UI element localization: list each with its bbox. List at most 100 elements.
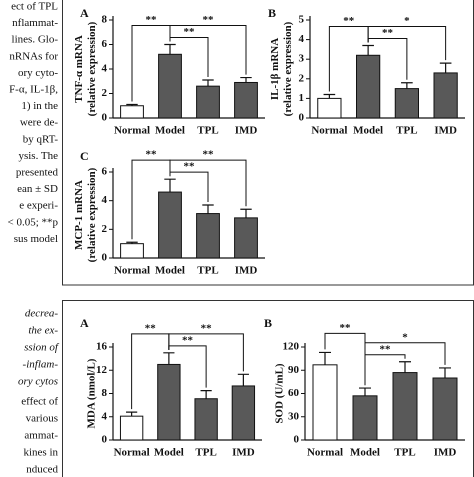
y-tick-label: 0 [102,434,108,446]
bar [317,97,342,119]
error-bar [359,387,371,396]
bar [120,243,144,259]
side-text: -inflam- [23,359,59,371]
bar [392,372,418,441]
y-axis-label: (relative expression) [86,167,98,262]
significance-label: ** [182,334,194,346]
side-text: ammat- [24,430,58,442]
side-text: ysis. The [18,150,58,162]
error-bar [164,178,176,193]
figure-frame [62,0,474,286]
y-tick-label: 4 [102,194,108,206]
error-bar [319,351,331,365]
significance-label: * [404,15,410,27]
bar [196,85,220,119]
x-tick-label: TPL [195,447,216,459]
side-text: 1) in the [21,100,58,112]
x-tick-label: Model [350,447,380,459]
bar [234,81,258,119]
x-tick-label: Model [353,125,383,137]
y-tick-label: 2 [102,87,108,99]
bar [394,88,419,119]
y-axis-label: SOD (U/mL) [274,363,286,424]
side-text: ssion of [24,342,60,354]
x-tick-label: Model [154,447,184,459]
error-bar [399,361,411,373]
x-tick-label: Normal [307,447,343,459]
side-text: ory cytos [18,376,58,388]
y-tick-label: 90 [288,364,300,376]
side-text: by qRT- [23,133,59,145]
y-tick-label: 4 [102,63,108,75]
x-tick-label: Model [155,265,185,277]
error-bar [401,82,413,89]
x-tick-label: Normal [114,125,150,137]
bar [352,395,378,441]
side-text: sus model [14,233,58,245]
side-text: ean ± SD [17,183,58,195]
y-tick-label: 1 [299,92,305,104]
x-tick-label: TPL [394,447,415,459]
y-tick-label: 0 [299,112,305,124]
significance-label: ** [340,322,352,334]
panel-label: A [80,6,89,20]
bar [234,217,258,259]
significance-bracket [168,333,244,372]
error-bar [237,373,249,386]
significance-label: ** [343,15,355,27]
y-tick-label: 30 [288,410,300,422]
bar [158,53,182,119]
y-tick-label: 0 [102,112,108,124]
x-tick-label: TPL [197,265,218,277]
y-tick-label: 60 [288,387,300,399]
side-text: effect of [21,396,58,408]
error-bar [439,367,451,378]
significance-label: * [402,331,408,343]
y-axis-label: (relative expression) [86,21,98,116]
side-text: ory cyto- [18,67,58,79]
x-tick-label: IMD [235,125,258,137]
x-tick-label: IMD [434,125,457,137]
significance-label: ** [184,161,196,173]
bar [356,54,381,119]
bar [119,415,144,441]
y-axis-label: MDA (nmol/L) [86,358,98,428]
significance-bracket [169,25,247,75]
x-tick-label: TPL [396,125,417,137]
significance-label: ** [146,14,158,26]
error-bar [240,76,252,83]
panel-label: B [268,6,276,20]
y-tick-label: 0 [102,252,108,264]
y-tick-label: 4 [299,33,305,45]
error-bar [202,79,214,87]
significance-label: ** [184,26,196,38]
significance-bracket [169,159,247,207]
side-text: presented [16,167,59,179]
y-axis-label: (relative expression) [282,21,294,116]
y-tick-label: 12 [96,364,108,376]
y-tick-label: 6 [102,38,108,50]
side-text: F-α, IL-1β, [9,84,58,96]
significance-label: ** [203,14,215,26]
bar [158,191,182,259]
significance-bracket [367,25,447,61]
error-bar [362,44,374,56]
significance-label: ** [146,149,158,161]
y-tick-label: 5 [299,14,305,26]
significance-label: ** [145,322,157,334]
bar [433,72,458,119]
x-tick-label: IMD [235,265,258,277]
bar [312,364,338,441]
x-tick-label: Normal [114,447,150,459]
side-text: e experi- [19,200,58,212]
error-bar [163,352,175,365]
y-tick-label: 6 [102,166,108,178]
bar [231,385,256,441]
error-bar [164,43,176,55]
side-text: decrea- [25,308,59,320]
error-bar [126,103,138,106]
significance-label: ** [380,343,392,355]
y-tick-label: 0 [294,434,300,446]
bar [120,105,144,119]
